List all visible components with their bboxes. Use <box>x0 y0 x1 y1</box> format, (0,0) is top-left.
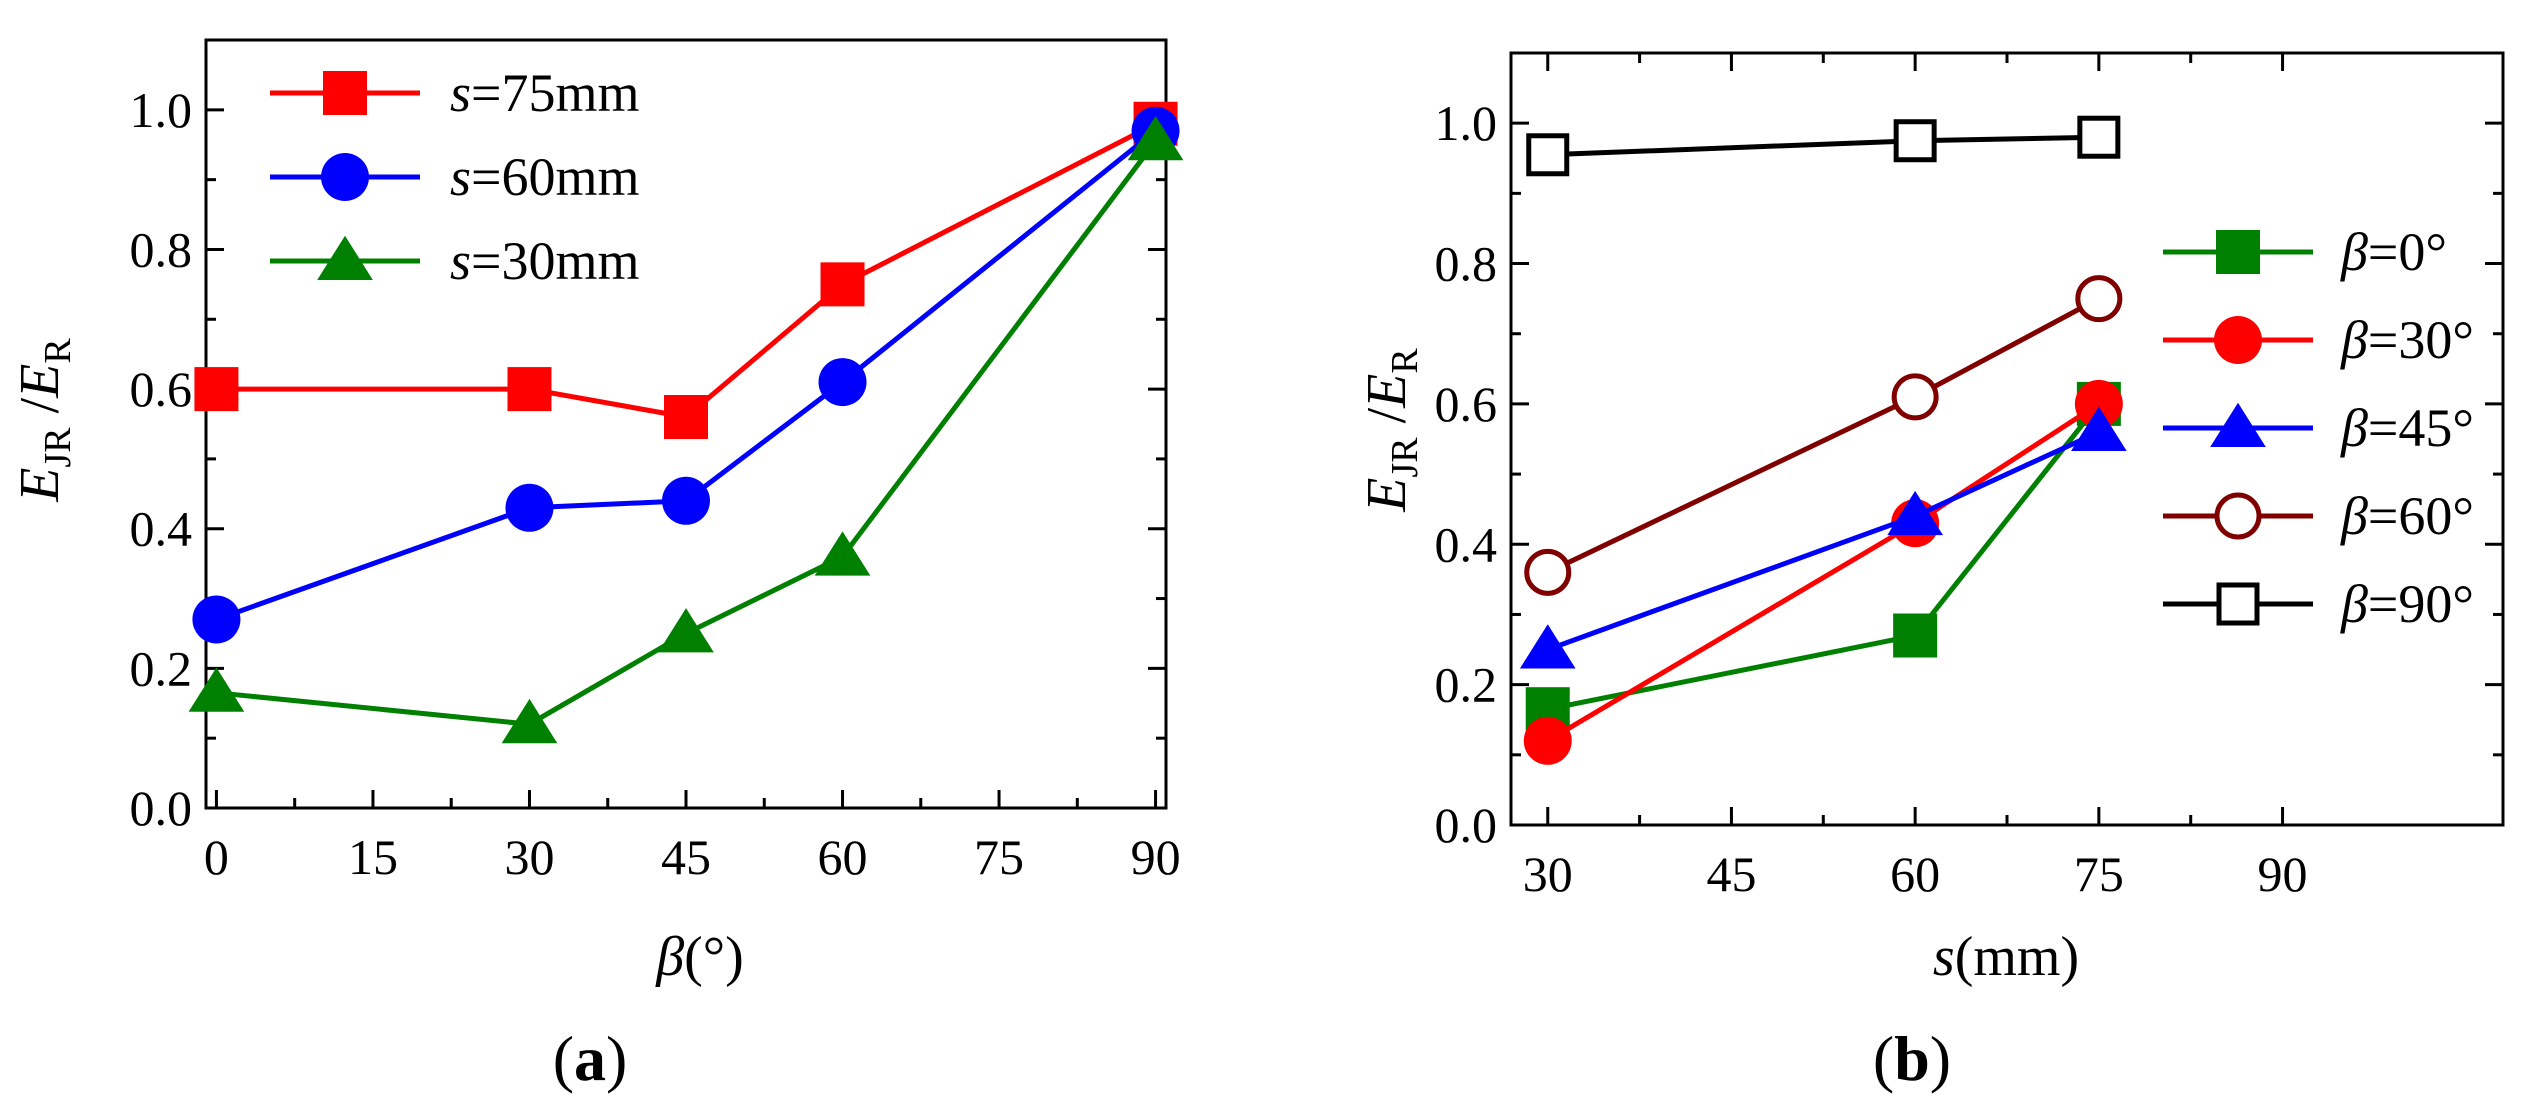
legend-swatch-marker <box>2214 316 2262 364</box>
series-s=30mm <box>188 115 1184 744</box>
data-point <box>505 483 554 532</box>
legend-label: β=45° <box>2340 398 2474 458</box>
y-tick-label: 0.4 <box>130 501 193 557</box>
data-point <box>194 367 239 412</box>
data-point <box>1891 373 1939 421</box>
data-point <box>1887 490 1943 536</box>
x-tick-label: 45 <box>1706 846 1756 902</box>
x-tick-label: 60 <box>1890 846 1940 902</box>
y-tick-label: 0.6 <box>1435 376 1498 432</box>
data-point <box>1523 716 1572 765</box>
x-tick-label: 30 <box>504 829 554 885</box>
series-β=0° <box>1525 381 2121 732</box>
data-point <box>2075 275 2123 323</box>
x-tick-label: 60 <box>818 829 868 885</box>
legend-swatch-marker <box>2216 230 2260 274</box>
legend-label: β=30° <box>2340 310 2474 370</box>
series-β=90° <box>1526 115 2121 177</box>
legend-item: β=30° <box>2163 310 2474 370</box>
y-axis-title: EJR /ER <box>1356 348 1426 513</box>
legend-label: β=0° <box>2340 222 2447 282</box>
chart-panel-b: 30 45 60 75 90 0.0 0.2 0.4 0.6 0.8 1.0 β=0° β=30° β=4… <box>1356 51 2505 1094</box>
x-tick-label: 75 <box>2074 846 2124 902</box>
legend-label: β=90° <box>2340 574 2474 634</box>
x-tick-label: 90 <box>1131 829 1181 885</box>
series-β=30° <box>1523 379 2123 765</box>
legend-label: β=60° <box>2340 486 2474 546</box>
data-point <box>658 608 714 653</box>
y-tick-label: 0.8 <box>1435 236 1498 292</box>
legend-label: s=60mm <box>450 147 639 207</box>
legend-swatch-marker <box>321 153 369 201</box>
legend-item: s=60mm <box>270 147 639 207</box>
data-point <box>1127 115 1184 161</box>
y-tick-label: 0.0 <box>130 780 193 836</box>
x-tick-label: 90 <box>2258 846 2308 902</box>
y-tick-label: 0.2 <box>130 640 193 696</box>
legend-item: s=75mm <box>270 63 639 123</box>
series-line <box>1547 134 2099 158</box>
y-tick-label: 0.2 <box>1435 657 1498 713</box>
y-axis-title: EJR /ER <box>9 338 79 503</box>
y-tick-label: 1.0 <box>130 82 193 138</box>
data-point <box>1526 133 1570 177</box>
legend-label: s=30mm <box>450 231 639 291</box>
data-point <box>820 262 865 307</box>
legend-label: s=75mm <box>450 63 639 123</box>
y-tick-label: 1.0 <box>1435 95 1498 151</box>
x-tick-label: 75 <box>974 829 1024 885</box>
data-point <box>2077 115 2121 159</box>
series-β=45° <box>1519 406 2127 669</box>
data-point <box>2074 379 2123 428</box>
legend-item: β=45° <box>2163 398 2474 458</box>
data-point <box>814 531 871 576</box>
y-tick-label: 0.0 <box>1435 797 1498 853</box>
data-point <box>2071 406 2127 451</box>
legend-swatch-marker <box>317 235 373 280</box>
y-tick-label: 0.4 <box>1435 516 1498 572</box>
legend-item: β=0° <box>2163 222 2447 282</box>
legend-swatch-marker <box>2210 402 2266 447</box>
data-point <box>1519 624 1576 669</box>
data-point <box>1893 119 1937 163</box>
y-tick-label: 0.6 <box>130 361 193 417</box>
series-line <box>215 128 1158 622</box>
x-tick-label: 15 <box>348 829 398 885</box>
x-tick-label: 0 <box>204 829 229 885</box>
legend-swatch-marker <box>2216 582 2260 626</box>
data-point <box>188 667 245 712</box>
series-line <box>1546 296 2101 575</box>
legend: s=75mm s=60mm s=30mm <box>270 63 639 291</box>
series-β=60° <box>1524 275 2123 596</box>
x-tick-label: 45 <box>661 829 711 885</box>
x-axis-title: s(mm) <box>1933 926 2079 988</box>
data-point <box>507 367 552 412</box>
x-axis-title: β(°) <box>655 926 744 988</box>
y-tick-label: 0.8 <box>130 221 193 277</box>
legend-item: s=30mm <box>270 231 639 291</box>
legend-item: β=90° <box>2163 574 2474 634</box>
series-line <box>1546 429 2100 652</box>
panel-label: (a) <box>553 1023 628 1094</box>
legend: β=0° β=30° β=45° β=60° β=90° <box>2163 222 2474 634</box>
chart-panel-a: 0 15 30 45 60 75 90 0.0 0.2 0.4 0.6 0.8 1.0 s=75mm s=6… <box>9 38 1184 1094</box>
legend-item: β=60° <box>2163 486 2474 546</box>
x-tick-label: 30 <box>1523 846 1573 902</box>
series-line <box>1546 401 2101 743</box>
data-point <box>192 595 241 644</box>
data-point <box>1524 548 1572 596</box>
data-point <box>818 358 867 407</box>
series-s=75mm <box>194 101 1178 440</box>
data-point <box>1893 613 1938 658</box>
legend-swatch-marker <box>323 71 367 115</box>
data-point <box>662 476 710 525</box>
series-line <box>1547 402 2101 712</box>
panel-label: (b) <box>1873 1023 1951 1094</box>
data-point <box>664 395 708 440</box>
legend-swatch-marker <box>2214 492 2262 540</box>
data-point <box>501 698 558 744</box>
